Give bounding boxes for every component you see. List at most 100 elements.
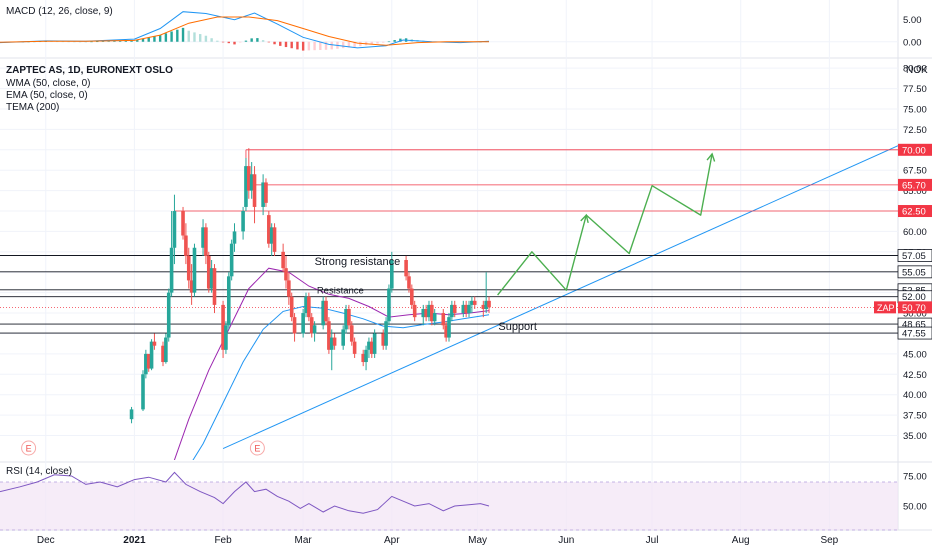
macd-histogram-bar <box>227 41 230 44</box>
candle <box>289 292 294 322</box>
macd-histogram-bar <box>187 30 190 42</box>
macd-histogram-bar <box>164 33 168 42</box>
candle <box>464 300 468 318</box>
candle-body <box>284 268 288 281</box>
macd-histogram-bar <box>113 40 116 42</box>
candle-body <box>192 247 197 293</box>
candle <box>269 223 274 256</box>
candle <box>461 300 466 318</box>
candle <box>249 162 254 199</box>
candle-body <box>201 227 205 248</box>
candle <box>321 296 325 330</box>
candle <box>487 296 491 314</box>
macd-histogram-bar <box>221 41 225 43</box>
candle <box>141 370 145 412</box>
level-badge-label: 57.05 <box>902 251 926 262</box>
macd-histogram-bar <box>399 38 402 42</box>
grid <box>0 0 932 531</box>
candle <box>484 272 488 314</box>
candle <box>447 313 451 342</box>
candle <box>247 148 251 199</box>
candle-body <box>224 325 228 350</box>
candle-body <box>381 333 386 346</box>
macd-histogram-bar <box>341 41 345 49</box>
candle-body <box>304 296 308 314</box>
candle-body <box>141 374 145 410</box>
level-badge <box>897 326 932 340</box>
rsi-band <box>0 482 898 530</box>
candle <box>284 255 288 289</box>
candle-body <box>450 304 454 318</box>
candle-body <box>481 304 486 309</box>
candle-body <box>261 182 265 207</box>
price-tick-label: 80.00 <box>903 64 927 75</box>
price-tick-label: 67.50 <box>903 166 927 177</box>
candle-body <box>209 268 214 289</box>
candle <box>332 333 337 350</box>
candle <box>267 211 271 248</box>
macd-histogram-bar <box>376 41 379 44</box>
candle <box>452 300 457 318</box>
price-tick-label: 72.50 <box>903 125 927 136</box>
macd-tick-label: 0.00 <box>903 37 922 48</box>
time-tick-label: Jun <box>558 535 574 546</box>
macd-histogram-bar <box>347 41 351 48</box>
candle-body <box>244 166 248 207</box>
candle <box>172 194 177 265</box>
price-tick-label: 77.50 <box>903 84 927 95</box>
macd-histogram-bar <box>261 40 265 42</box>
candle-body <box>329 337 334 350</box>
candle <box>129 406 134 424</box>
candle <box>201 219 205 256</box>
tema-legend: TEMA (200) <box>6 102 59 113</box>
candle-body <box>309 317 314 334</box>
level-badge-label: 52.00 <box>902 292 926 303</box>
candle-body <box>472 300 477 305</box>
moving-average-line <box>173 267 490 460</box>
candle-body <box>361 353 366 363</box>
candle <box>304 292 308 318</box>
macd-histogram-bar <box>193 32 196 42</box>
candle <box>412 300 417 322</box>
macd-histogram-bar <box>256 38 259 42</box>
candle <box>186 247 191 289</box>
candle-body <box>447 317 451 338</box>
candle <box>149 339 154 371</box>
macd-histogram-bar <box>324 41 328 50</box>
candle-body <box>444 325 448 338</box>
candle <box>252 166 257 224</box>
candle <box>472 296 477 309</box>
candle <box>361 349 366 367</box>
macd-histogram-bar <box>78 41 82 43</box>
candle-body <box>247 166 251 191</box>
macd-histogram-bar <box>250 38 253 42</box>
candle-body <box>226 276 231 326</box>
candle <box>192 243 197 297</box>
level-badge-label: 55.05 <box>902 267 926 278</box>
price-tick-label: 75.00 <box>903 104 927 115</box>
candle-body <box>430 304 434 322</box>
chart-annotation: Strong resistance <box>315 256 401 268</box>
candle <box>407 272 411 293</box>
candle-body <box>164 337 168 363</box>
candle-body <box>241 211 245 232</box>
time-tick-label: Aug <box>732 535 750 546</box>
macd-legend: MACD (12, 26, close, 9) <box>6 6 113 17</box>
candle <box>384 317 388 350</box>
time-tick-label: Mar <box>295 535 313 546</box>
candle <box>209 260 214 293</box>
macd-histogram-bar <box>136 39 139 42</box>
price-plot: Strong resistance Resistance Support <box>0 145 898 460</box>
candle <box>444 321 448 342</box>
time-tick-label: Sep <box>820 535 838 546</box>
candle-body <box>312 325 317 334</box>
candle <box>349 321 354 346</box>
macd-histogram-bar <box>198 34 202 42</box>
candle-body <box>189 280 194 293</box>
projection-arrowhead <box>706 152 716 162</box>
candle-body <box>341 329 345 346</box>
candle-body <box>464 304 468 314</box>
candle <box>229 239 234 281</box>
candle-body <box>367 341 371 350</box>
candle-body <box>264 182 268 203</box>
